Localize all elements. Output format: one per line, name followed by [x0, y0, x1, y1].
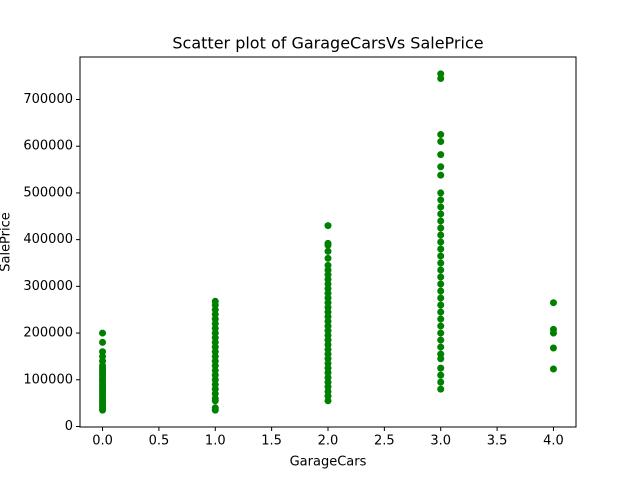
point [437, 273, 445, 281]
point [437, 74, 445, 82]
point [549, 344, 557, 352]
point [437, 163, 445, 171]
x-tick-label: 3.0 [430, 434, 451, 449]
y-tick-label: 100000 [23, 372, 73, 387]
point [437, 196, 445, 204]
point [99, 329, 107, 337]
point [437, 252, 445, 260]
point [99, 338, 107, 346]
point [211, 397, 219, 405]
point [324, 241, 332, 249]
point [437, 385, 445, 393]
point [211, 406, 219, 414]
point [549, 329, 557, 337]
point [99, 406, 107, 414]
point [437, 231, 445, 239]
point [437, 308, 445, 316]
points [99, 70, 557, 414]
point [324, 397, 332, 405]
y-tick-label: 300000 [23, 279, 73, 294]
point [437, 287, 445, 295]
point [437, 171, 445, 179]
point [437, 131, 445, 139]
point [437, 301, 445, 309]
x-tick-label: 1.5 [261, 434, 282, 449]
point [437, 322, 445, 330]
point [549, 365, 557, 373]
point [437, 329, 445, 337]
point [437, 138, 445, 146]
x-axis-label: GarageCars [290, 455, 367, 470]
point [324, 247, 332, 255]
point [437, 378, 445, 386]
y-tick-label: 600000 [23, 139, 73, 154]
point [437, 189, 445, 197]
x-tick-label: 0.0 [92, 434, 113, 449]
y-axis-label: SalePrice [0, 212, 14, 272]
x-tick-label: 0.5 [149, 434, 170, 449]
point [437, 245, 445, 253]
point [437, 315, 445, 323]
point [324, 222, 332, 230]
y-tick-label: 0 [65, 419, 73, 434]
point [437, 238, 445, 246]
point [324, 254, 332, 262]
point [437, 266, 445, 274]
point [437, 364, 445, 372]
point [437, 224, 445, 232]
chart-title: Scatter plot of GarageCarsVs SalePrice [172, 34, 483, 53]
y-tick-label: 200000 [23, 326, 73, 341]
point [437, 336, 445, 344]
point [549, 299, 557, 307]
point [437, 210, 445, 218]
x-tick-label: 3.5 [487, 434, 508, 449]
x-tick-label: 2.5 [374, 434, 395, 449]
point [437, 203, 445, 211]
y-tick-label: 700000 [23, 92, 73, 107]
point [437, 259, 445, 267]
x-tick-label: 1.0 [205, 434, 226, 449]
point [437, 294, 445, 302]
x-tick-label: 4.0 [543, 434, 564, 449]
point [437, 280, 445, 288]
y-tick-label: 400000 [23, 232, 73, 247]
point [437, 355, 445, 363]
y-tick-label: 500000 [23, 185, 73, 200]
point [437, 217, 445, 225]
point [437, 343, 445, 351]
x-tick-label: 2.0 [318, 434, 339, 449]
point [437, 371, 445, 379]
point [437, 151, 445, 159]
